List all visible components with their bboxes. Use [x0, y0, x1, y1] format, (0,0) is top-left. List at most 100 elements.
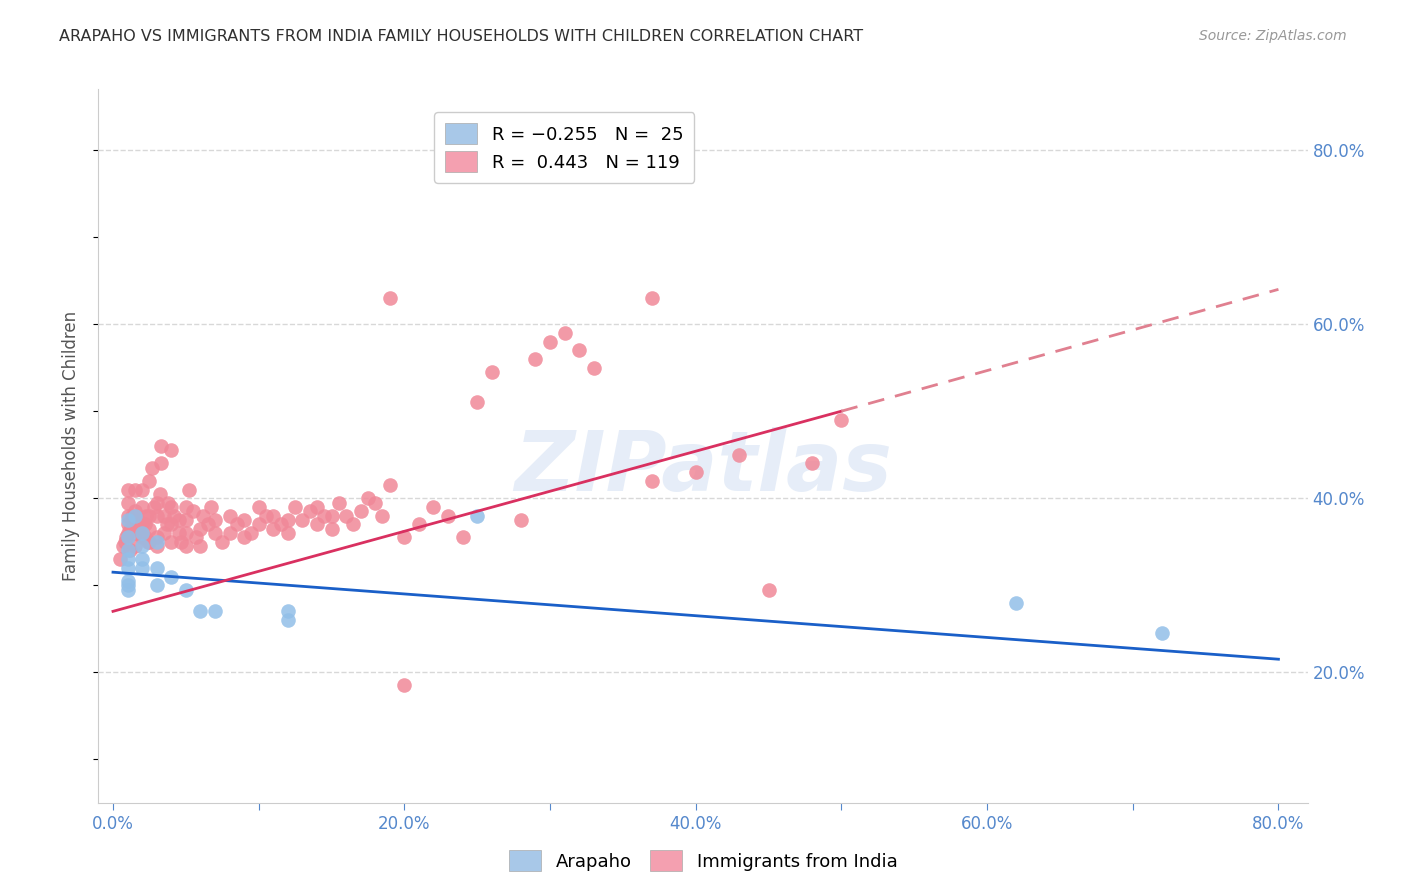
Point	[145, 534, 167, 549]
Y-axis label: Family Households with Children: Family Households with Children	[62, 311, 80, 581]
Point	[117, 508, 139, 523]
Point	[174, 539, 197, 553]
Point	[758, 582, 780, 597]
Point	[254, 508, 277, 523]
Point	[225, 517, 247, 532]
Point	[160, 500, 183, 514]
Point	[240, 526, 263, 541]
Point	[157, 495, 180, 509]
Point	[131, 500, 153, 514]
Point	[124, 504, 146, 518]
Point	[193, 508, 215, 523]
Point	[131, 552, 153, 566]
Point	[190, 522, 212, 536]
Point	[342, 517, 364, 532]
Point	[120, 543, 142, 558]
Point	[262, 522, 284, 536]
Point	[174, 582, 197, 597]
Point	[134, 517, 156, 532]
Point	[170, 534, 193, 549]
Point	[284, 500, 307, 514]
Point	[184, 530, 207, 544]
Point	[149, 487, 172, 501]
Point	[110, 552, 132, 566]
Point	[145, 561, 167, 575]
Point	[117, 483, 139, 497]
Point	[153, 526, 176, 541]
Point	[538, 334, 561, 349]
Point	[127, 522, 149, 536]
Point	[465, 508, 488, 523]
Point	[127, 513, 149, 527]
Point	[150, 457, 173, 471]
Point	[200, 500, 222, 514]
Point	[335, 508, 357, 523]
Point	[728, 448, 751, 462]
Point	[156, 517, 179, 532]
Point	[204, 526, 226, 541]
Point	[277, 613, 299, 627]
Point	[305, 517, 328, 532]
Point	[153, 508, 176, 523]
Point	[114, 534, 136, 549]
Point	[117, 552, 139, 566]
Point	[247, 517, 270, 532]
Point	[394, 678, 416, 692]
Point	[1150, 626, 1173, 640]
Point	[350, 504, 373, 518]
Point	[134, 530, 156, 544]
Point	[1005, 596, 1028, 610]
Point	[150, 439, 173, 453]
Point	[121, 508, 143, 523]
Point	[509, 513, 531, 527]
Point	[141, 460, 163, 475]
Point	[270, 517, 292, 532]
Point	[211, 534, 233, 549]
Point	[357, 491, 380, 506]
Point	[160, 569, 183, 583]
Point	[277, 513, 299, 527]
Point	[524, 351, 547, 366]
Point	[115, 530, 138, 544]
Point	[124, 526, 146, 541]
Point	[136, 534, 159, 549]
Point	[481, 365, 503, 379]
Point	[371, 508, 394, 523]
Point	[451, 530, 474, 544]
Point	[437, 508, 460, 523]
Point	[167, 513, 190, 527]
Point	[408, 517, 430, 532]
Point	[233, 513, 256, 527]
Point	[277, 526, 299, 541]
Point	[138, 534, 160, 549]
Point	[277, 604, 299, 618]
Point	[131, 530, 153, 544]
Point	[298, 504, 321, 518]
Point	[117, 574, 139, 588]
Text: ZIPatlas: ZIPatlas	[515, 427, 891, 508]
Point	[160, 534, 183, 549]
Point	[131, 561, 153, 575]
Point	[181, 504, 204, 518]
Point	[124, 508, 146, 523]
Point	[641, 291, 664, 305]
Point	[163, 508, 186, 523]
Point	[197, 517, 219, 532]
Point	[174, 513, 197, 527]
Point	[117, 530, 139, 544]
Point	[568, 343, 591, 358]
Point	[218, 508, 240, 523]
Point	[138, 474, 160, 488]
Point	[204, 513, 226, 527]
Point	[685, 465, 707, 479]
Point	[174, 500, 197, 514]
Point	[117, 526, 139, 541]
Point	[160, 517, 183, 532]
Point	[131, 483, 153, 497]
Point	[135, 508, 157, 523]
Point	[112, 539, 135, 553]
Point	[145, 495, 167, 509]
Point	[117, 513, 139, 527]
Point	[204, 604, 226, 618]
Point	[554, 326, 576, 340]
